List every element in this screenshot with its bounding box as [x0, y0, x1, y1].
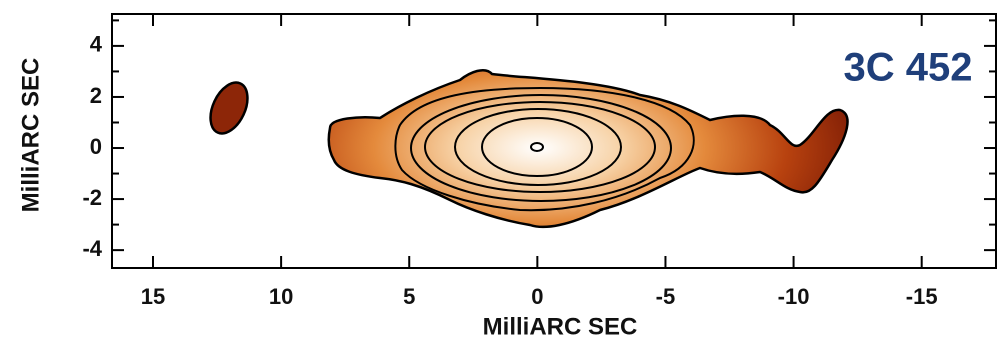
chart-title: 3C 452	[844, 46, 973, 90]
x-tick-label: 10	[269, 284, 293, 309]
x-tick-label: 0	[531, 284, 543, 309]
y-axis-label: MilliARC SEC	[17, 58, 44, 213]
y-tick-label: -4	[82, 236, 102, 261]
radio-source	[203, 70, 847, 227]
x-tick-label: 15	[141, 284, 165, 309]
x-tick-label: 5	[403, 284, 415, 309]
y-tick-label: 0	[90, 134, 102, 159]
y-tick-label: -2	[82, 185, 102, 210]
x-tick-label: -15	[906, 284, 938, 309]
x-axis-label: MilliARC SEC	[483, 313, 638, 340]
x-tick-label: -10	[778, 284, 810, 309]
chart: MilliARC SEC MilliARC SEC 3C 452 15 10 5 0 -…	[0, 0, 997, 344]
x-tick-label: -5	[656, 284, 676, 309]
y-tick-label: 4	[90, 32, 103, 57]
y-tick-label: 2	[90, 83, 102, 108]
